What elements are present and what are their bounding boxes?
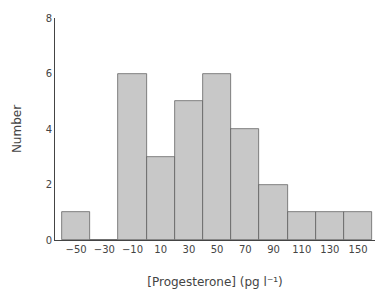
svg-text:2: 2 bbox=[46, 179, 52, 190]
svg-text:Number: Number bbox=[10, 105, 24, 153]
svg-text:10: 10 bbox=[154, 244, 167, 255]
svg-text:[Progesterone] (pg l⁻¹): [Progesterone] (pg l⁻¹) bbox=[147, 275, 282, 289]
svg-text:30: 30 bbox=[183, 244, 196, 255]
svg-text:130: 130 bbox=[320, 244, 339, 255]
svg-text:110: 110 bbox=[292, 244, 311, 255]
svg-text:90: 90 bbox=[267, 244, 280, 255]
svg-text:150: 150 bbox=[349, 244, 368, 255]
svg-text:−50: −50 bbox=[66, 244, 87, 255]
svg-text:−10: −10 bbox=[122, 244, 143, 255]
svg-text:4: 4 bbox=[46, 124, 52, 135]
svg-text:0: 0 bbox=[46, 235, 52, 246]
svg-text:50: 50 bbox=[211, 244, 224, 255]
svg-text:−30: −30 bbox=[94, 244, 115, 255]
svg-text:70: 70 bbox=[239, 244, 252, 255]
svg-text:8: 8 bbox=[46, 13, 52, 24]
svg-text:6: 6 bbox=[46, 68, 52, 79]
